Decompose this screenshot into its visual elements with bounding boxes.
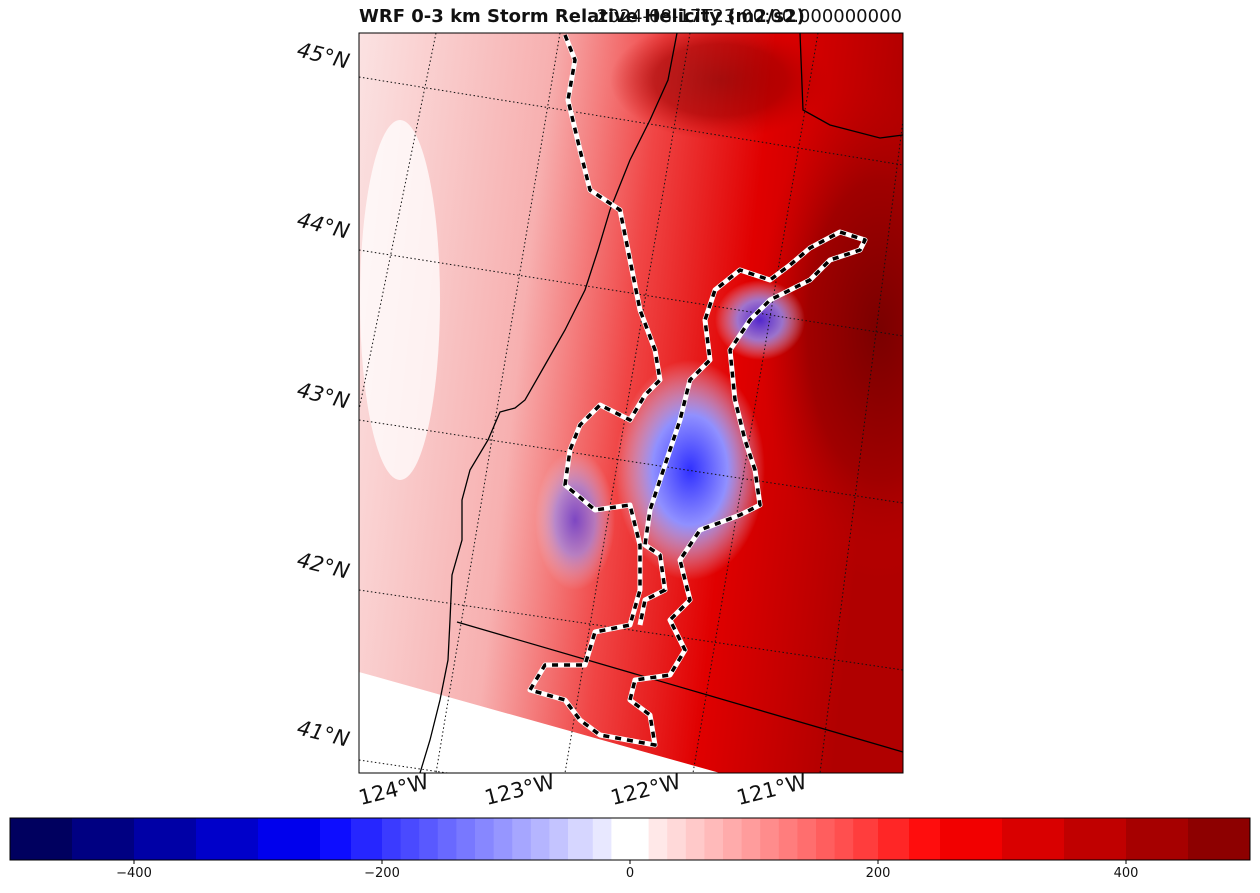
fire-perimeter <box>527 34 868 748</box>
colorbar-segment <box>1064 818 1127 860</box>
colorbar-segment <box>10 818 73 860</box>
colorbar-segment <box>1002 818 1065 860</box>
colorbar-segment <box>723 818 743 860</box>
colorbar-segment <box>134 818 197 860</box>
colorbar-segment <box>530 818 550 860</box>
colorbar-segment <box>878 818 910 860</box>
colorbar-segment <box>351 818 383 860</box>
colorbar-segment <box>778 818 798 860</box>
helicity-max-region <box>760 80 903 580</box>
colorbar-segment <box>549 818 569 860</box>
state-border-or-wa <box>799 33 903 139</box>
colorbar-segment <box>437 818 457 860</box>
colorbar-segment <box>611 818 650 860</box>
coastline <box>419 33 678 773</box>
colorbar-segment <box>196 818 259 860</box>
map-panel <box>359 33 903 773</box>
colorbar-segment <box>834 818 854 860</box>
map-frame <box>358 32 904 774</box>
colorbar-segment <box>760 818 780 860</box>
colorbar-segment <box>909 818 941 860</box>
colorbar-segment <box>400 818 420 860</box>
chart-title: WRF 0-3 km Storm Relative Helicity (m2/s… <box>359 6 805 27</box>
helicity-min-region <box>615 360 765 580</box>
colorbar-segment <box>72 818 135 860</box>
colorbar-tick-label: −200 <box>364 866 400 881</box>
colorbar-tick-label: −400 <box>116 866 152 881</box>
helicity-low-region <box>360 120 440 480</box>
colorbar-segment <box>797 818 817 860</box>
graticule <box>359 33 903 773</box>
colorbar-segment <box>512 818 532 860</box>
colorbar-segment <box>475 818 495 860</box>
colorbar-segment <box>493 818 513 860</box>
colorbar-segment <box>648 818 668 860</box>
colorbar-segment <box>1126 818 1189 860</box>
colorbar-segment <box>704 818 724 860</box>
colorbar-segment <box>853 818 879 860</box>
colorbar-tick-label: 200 <box>865 866 891 881</box>
colorbar-segment <box>568 818 594 860</box>
helicity-max-region-north <box>610 33 830 140</box>
no-data-region <box>359 672 720 773</box>
colorbar-segment <box>382 818 402 860</box>
colorbar-tick-label: 400 <box>1113 866 1139 881</box>
colorbar-segment <box>419 818 439 860</box>
colorbar-tick-label: 0 <box>625 866 635 881</box>
colorbar-segment <box>1188 818 1251 860</box>
colorbar-segment <box>258 818 321 860</box>
coastline-and-borders <box>419 33 903 773</box>
colorbar-segment <box>685 818 705 860</box>
colorbar-segment <box>592 818 612 860</box>
colorbar-segment <box>816 818 836 860</box>
state-border-or-ca <box>456 621 903 753</box>
helicity-min-region-3 <box>535 450 615 590</box>
fire-perimeter-north <box>528 34 867 747</box>
colorbar-segment <box>940 818 1003 860</box>
valid-time: 2024-08-17T23:00:00.000000000 <box>596 6 902 27</box>
colorbar-segment <box>456 818 476 860</box>
colorbar <box>9 817 1251 864</box>
colorbar-segment <box>741 818 761 860</box>
colorbar-segment <box>667 818 687 860</box>
colorbar-segment <box>320 818 352 860</box>
